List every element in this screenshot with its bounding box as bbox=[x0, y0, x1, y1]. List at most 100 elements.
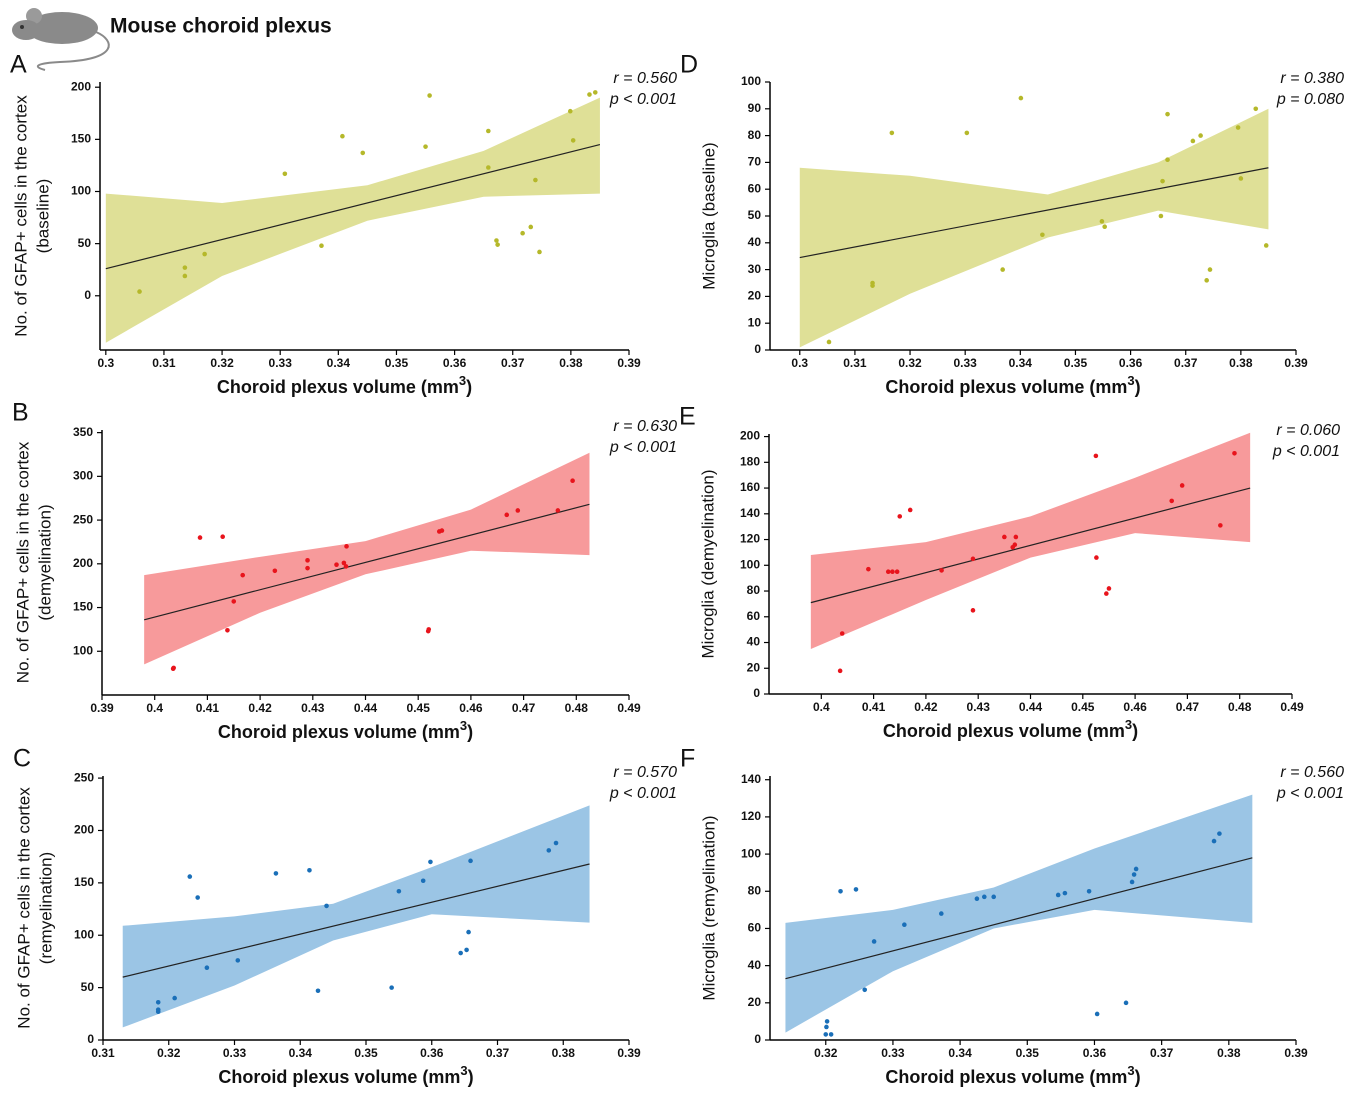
x-tick-label: 0.38 bbox=[1229, 356, 1253, 370]
panel-label: C bbox=[13, 745, 31, 773]
y-tick-label: 90 bbox=[748, 101, 762, 115]
data-point bbox=[360, 150, 366, 156]
data-point bbox=[567, 108, 573, 114]
y-tick-label: 70 bbox=[748, 155, 762, 169]
data-point bbox=[964, 130, 970, 136]
x-tick-label: 0.34 bbox=[1009, 356, 1033, 370]
y-tick-label: 0 bbox=[87, 1032, 94, 1046]
data-point bbox=[195, 895, 200, 900]
data-point bbox=[1000, 267, 1005, 272]
data-point bbox=[315, 988, 321, 994]
data-point bbox=[426, 627, 432, 632]
data-point bbox=[273, 871, 279, 876]
data-point bbox=[1094, 555, 1099, 560]
x-tick-label: 0.48 bbox=[1228, 700, 1252, 714]
data-point bbox=[862, 987, 868, 993]
data-point bbox=[902, 922, 907, 928]
x-axis-label-part: Choroid plexus volume (mm bbox=[217, 377, 459, 397]
x-tick-label: 0.33 bbox=[269, 356, 293, 370]
confidence-band bbox=[799, 108, 1269, 348]
data-point bbox=[1169, 498, 1175, 504]
x-axis-label-part: 3 bbox=[1127, 373, 1134, 388]
panel: 0 50 100 150 200 250 0.31 0.32 0.33 0.34 0.35 0.36 0… bbox=[13, 745, 677, 1087]
data-point bbox=[494, 238, 499, 243]
y-axis-label: No. of GFAP+ cells in the cortex bbox=[14, 787, 33, 1029]
x-axis-label-part: 3 bbox=[1125, 717, 1132, 732]
y-tick-label: 100 bbox=[740, 557, 760, 571]
stat-annotation: r = 0.380 bbox=[1280, 70, 1344, 87]
data-point bbox=[1002, 534, 1007, 540]
x-tick-label: 0.49 bbox=[617, 701, 641, 715]
stat-annotation: p < 0.001 bbox=[609, 91, 677, 108]
data-point bbox=[1093, 453, 1099, 459]
data-point bbox=[495, 242, 500, 247]
data-point bbox=[504, 512, 510, 518]
x-tick-label: 0.34 bbox=[327, 356, 351, 370]
x-axis-label-part: 3 bbox=[460, 1063, 467, 1078]
y-tick-label: 80 bbox=[748, 883, 762, 897]
data-point bbox=[826, 339, 832, 345]
data-point bbox=[305, 558, 310, 563]
data-point bbox=[974, 896, 980, 902]
data-point bbox=[182, 273, 188, 279]
y-tick-label: 100 bbox=[71, 184, 91, 198]
stat-annotation: p = 0.080 bbox=[1276, 91, 1344, 108]
y-axis-label: (remyelination) bbox=[36, 852, 55, 964]
y-axis-label: (baseline) bbox=[33, 179, 52, 254]
x-tick-label: 0.46 bbox=[459, 701, 483, 715]
x-tick-label: 0.3 bbox=[791, 356, 808, 370]
data-point bbox=[220, 534, 225, 539]
panel-label: D bbox=[680, 51, 698, 79]
panel-label: E bbox=[679, 403, 696, 431]
data-point bbox=[1160, 178, 1165, 184]
data-point bbox=[1055, 892, 1061, 898]
x-axis-label-part: ) bbox=[1135, 377, 1141, 397]
x-axis-label: Choroid plexus volume (mm3) bbox=[218, 718, 473, 741]
data-point bbox=[1179, 483, 1185, 488]
x-tick-label: 0.44 bbox=[354, 701, 378, 715]
data-point bbox=[204, 965, 210, 971]
y-tick-label: 10 bbox=[748, 315, 762, 329]
x-axis-label: Choroid plexus volume (mm3) bbox=[217, 373, 472, 396]
data-point bbox=[172, 995, 177, 1001]
data-point bbox=[423, 144, 428, 149]
y-tick-label: 100 bbox=[741, 74, 761, 88]
x-tick-label: 0.36 bbox=[443, 356, 467, 370]
data-point bbox=[1123, 1000, 1129, 1006]
x-tick-label: 0.48 bbox=[565, 701, 589, 715]
x-axis-label-part: Choroid plexus volume (mm bbox=[218, 722, 460, 742]
panel: 0 20 40 60 80 100 120 140 0.32 0.33 0.34 0.35 0.36 0.… bbox=[680, 745, 1344, 1087]
x-tick-label: 0.35 bbox=[1064, 356, 1088, 370]
data-point bbox=[420, 878, 426, 884]
y-tick-label: 20 bbox=[748, 995, 762, 1009]
y-tick-label: 150 bbox=[73, 600, 93, 614]
y-tick-label: 150 bbox=[71, 132, 91, 146]
data-point bbox=[828, 1032, 834, 1037]
y-axis-label: Microglia (remyelination) bbox=[699, 815, 718, 1000]
x-tick-label: 0.32 bbox=[157, 1046, 181, 1060]
data-point bbox=[894, 569, 900, 575]
data-point bbox=[1253, 106, 1259, 112]
x-tick-label: 0.41 bbox=[862, 700, 886, 714]
x-tick-label: 0.39 bbox=[617, 356, 641, 370]
x-tick-label: 0.4 bbox=[146, 701, 163, 715]
x-tick-label: 0.33 bbox=[223, 1046, 247, 1060]
data-point bbox=[970, 556, 976, 562]
x-tick-label: 0.39 bbox=[617, 1046, 641, 1060]
data-point bbox=[587, 92, 592, 97]
y-tick-label: 20 bbox=[747, 660, 761, 674]
x-tick-label: 0.31 bbox=[843, 356, 867, 370]
data-point bbox=[592, 90, 598, 95]
y-tick-label: 100 bbox=[741, 846, 761, 860]
x-tick-label: 0.35 bbox=[354, 1046, 378, 1060]
x-axis-label-part: ) bbox=[467, 722, 473, 742]
x-tick-label: 0.47 bbox=[512, 701, 536, 715]
y-tick-label: 0 bbox=[753, 686, 760, 700]
data-point bbox=[486, 165, 491, 170]
data-point bbox=[1131, 872, 1137, 877]
data-point bbox=[907, 507, 913, 513]
data-point bbox=[396, 888, 402, 894]
x-tick-label: 0.37 bbox=[1174, 356, 1198, 370]
y-tick-label: 200 bbox=[740, 429, 760, 443]
x-tick-label: 0.36 bbox=[1119, 356, 1143, 370]
